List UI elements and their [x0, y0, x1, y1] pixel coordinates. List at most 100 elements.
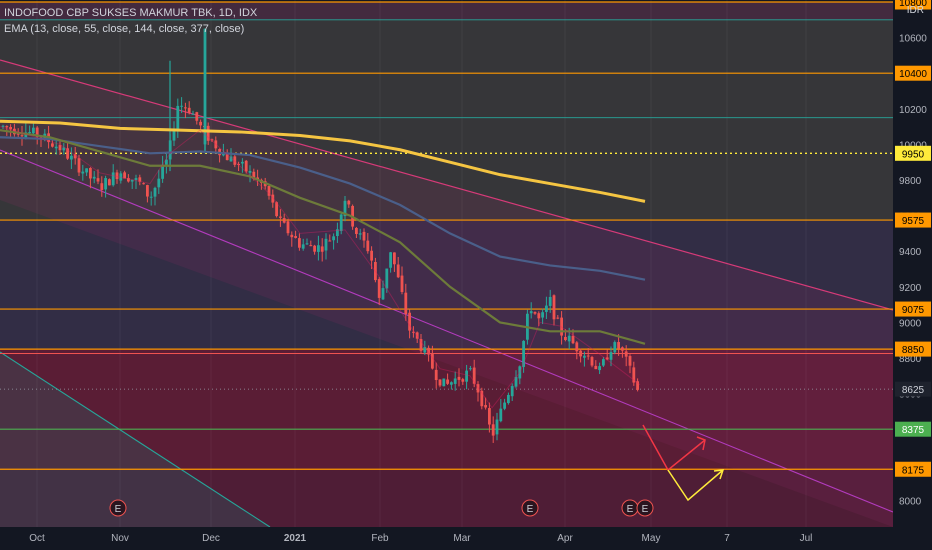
ema-144-line: [0, 136, 646, 281]
candle-body: [305, 243, 309, 245]
earnings-marker[interactable]: E: [521, 499, 539, 517]
candle-body: [172, 130, 176, 141]
candle-body: [522, 340, 525, 367]
candle-body: [96, 178, 100, 182]
candle-body: [115, 172, 119, 180]
candle-body: [184, 107, 187, 109]
candle-body: [389, 252, 392, 268]
candle-body: [510, 386, 514, 397]
candle-body: [571, 335, 575, 344]
candle-body: [119, 173, 123, 181]
candle-body: [32, 127, 35, 134]
candle-body: [66, 148, 69, 159]
candle-body: [58, 145, 62, 151]
level-badge: [895, 421, 931, 437]
candle-body: [408, 312, 411, 331]
candle-body: [605, 357, 609, 360]
time-axis-labels: Oct Nov Dec 2021 Feb Mar Apr May 7 Jul: [29, 533, 812, 544]
earnings-marker[interactable]: E: [636, 499, 654, 517]
candle-body: [415, 332, 419, 339]
candle-body: [153, 187, 157, 197]
level-badge-label: 8175: [902, 465, 925, 476]
candle-body: [252, 171, 256, 179]
candle-body: [423, 346, 427, 353]
candle-body: [358, 233, 362, 235]
candle-body: [412, 331, 415, 333]
earnings-marker[interactable]: E: [109, 499, 127, 517]
currency-label: IDR: [907, 5, 924, 16]
candle-body: [537, 313, 541, 319]
candle-body: [427, 347, 430, 355]
candle-body: [320, 246, 324, 252]
ema-377-line: [0, 119, 646, 203]
level-badge: [895, 461, 931, 477]
candle-body: [613, 342, 617, 353]
candle-body: [374, 261, 377, 281]
time-tick-label: 7: [724, 533, 730, 544]
candle-body: [590, 357, 594, 366]
time-tick-label: Feb: [371, 533, 389, 544]
candle-body: [586, 355, 590, 357]
candle-body: [450, 382, 453, 385]
earnings-marker[interactable]: E: [621, 499, 639, 517]
candle-body: [514, 376, 518, 387]
earnings-marker-circle: [636, 499, 654, 517]
projection-arrowhead-yellow: [713, 469, 725, 480]
candle-body: [214, 140, 218, 149]
candle-body: [73, 154, 77, 159]
candle-body: [324, 238, 328, 251]
earnings-marker-label: E: [527, 504, 534, 515]
candle-body: [339, 214, 343, 232]
candle-body: [465, 370, 468, 382]
last-price-label: 8625: [902, 385, 925, 396]
candle-body: [35, 127, 39, 137]
candle-body: [491, 424, 495, 436]
time-tick-label: Apr: [557, 533, 573, 544]
candle-body: [134, 178, 138, 180]
candle-body: [89, 168, 92, 179]
candle-body: [210, 139, 214, 141]
candle-body: [434, 369, 438, 381]
candle-body: [241, 161, 244, 164]
candle-body: [157, 178, 161, 188]
candle-body: [381, 288, 385, 300]
candle-body: [328, 240, 332, 242]
candle-body: [469, 368, 472, 370]
level-badge-label: 10400: [899, 69, 927, 80]
candle-body: [400, 275, 404, 292]
candle-body: [377, 279, 381, 298]
projection-arrowhead-red: [696, 436, 706, 451]
candle-body: [457, 376, 461, 380]
candle-body: [621, 347, 624, 351]
candle-body: [165, 159, 168, 165]
level-badge-label: 9075: [902, 305, 925, 316]
time-tick-label: Nov: [111, 533, 129, 544]
trend-line-teal: [0, 351, 271, 528]
candle-body: [62, 147, 66, 151]
candle-body: [100, 183, 104, 190]
candle-body: [206, 125, 210, 141]
candle-body: [442, 378, 446, 387]
candle-body: [237, 163, 240, 165]
candle-body: [317, 245, 320, 252]
earnings-marker-label: E: [642, 504, 649, 515]
candle-body: [51, 143, 54, 147]
candle-body: [518, 366, 522, 379]
time-tick-label: Mar: [453, 533, 471, 544]
level-badge: [895, 301, 931, 317]
candle-body: [499, 408, 503, 422]
candle-body: [480, 390, 484, 407]
ema-lines: [0, 119, 646, 409]
price-tick-label: 9000: [899, 318, 922, 329]
level-badge-label: 9950: [902, 149, 925, 160]
time-tick-label: Jul: [800, 533, 813, 544]
candle-body: [431, 354, 434, 369]
candle-body: [203, 28, 207, 145]
price-tick-label: 9400: [899, 247, 922, 258]
horizontal-levels: [0, 1, 893, 470]
candle-body: [476, 384, 480, 393]
candle-body: [298, 238, 301, 248]
earnings-marker-circle: [109, 499, 127, 517]
candle-body: [396, 264, 400, 278]
